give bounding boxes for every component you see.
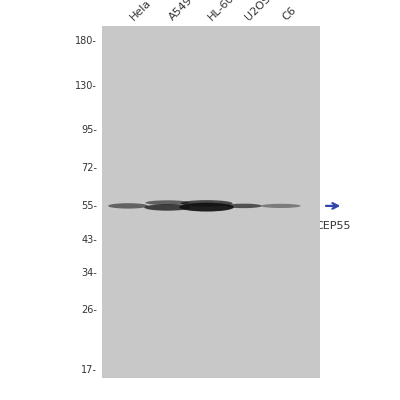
- Text: Hela: Hela: [128, 0, 153, 23]
- Text: 95-: 95-: [81, 125, 97, 135]
- Text: 130-: 130-: [75, 81, 97, 91]
- Text: A549: A549: [168, 0, 195, 23]
- Text: 34-: 34-: [82, 268, 97, 278]
- Text: 17-: 17-: [81, 364, 97, 374]
- Text: U2OS: U2OS: [244, 0, 273, 23]
- Text: 43-: 43-: [82, 235, 97, 245]
- Text: 26-: 26-: [81, 305, 97, 315]
- Text: 72-: 72-: [81, 163, 97, 173]
- Text: HL-60: HL-60: [207, 0, 237, 23]
- Text: 55-: 55-: [81, 201, 97, 211]
- Text: CEP55: CEP55: [316, 221, 351, 231]
- Text: C6: C6: [281, 5, 298, 23]
- Text: 180-: 180-: [75, 36, 97, 46]
